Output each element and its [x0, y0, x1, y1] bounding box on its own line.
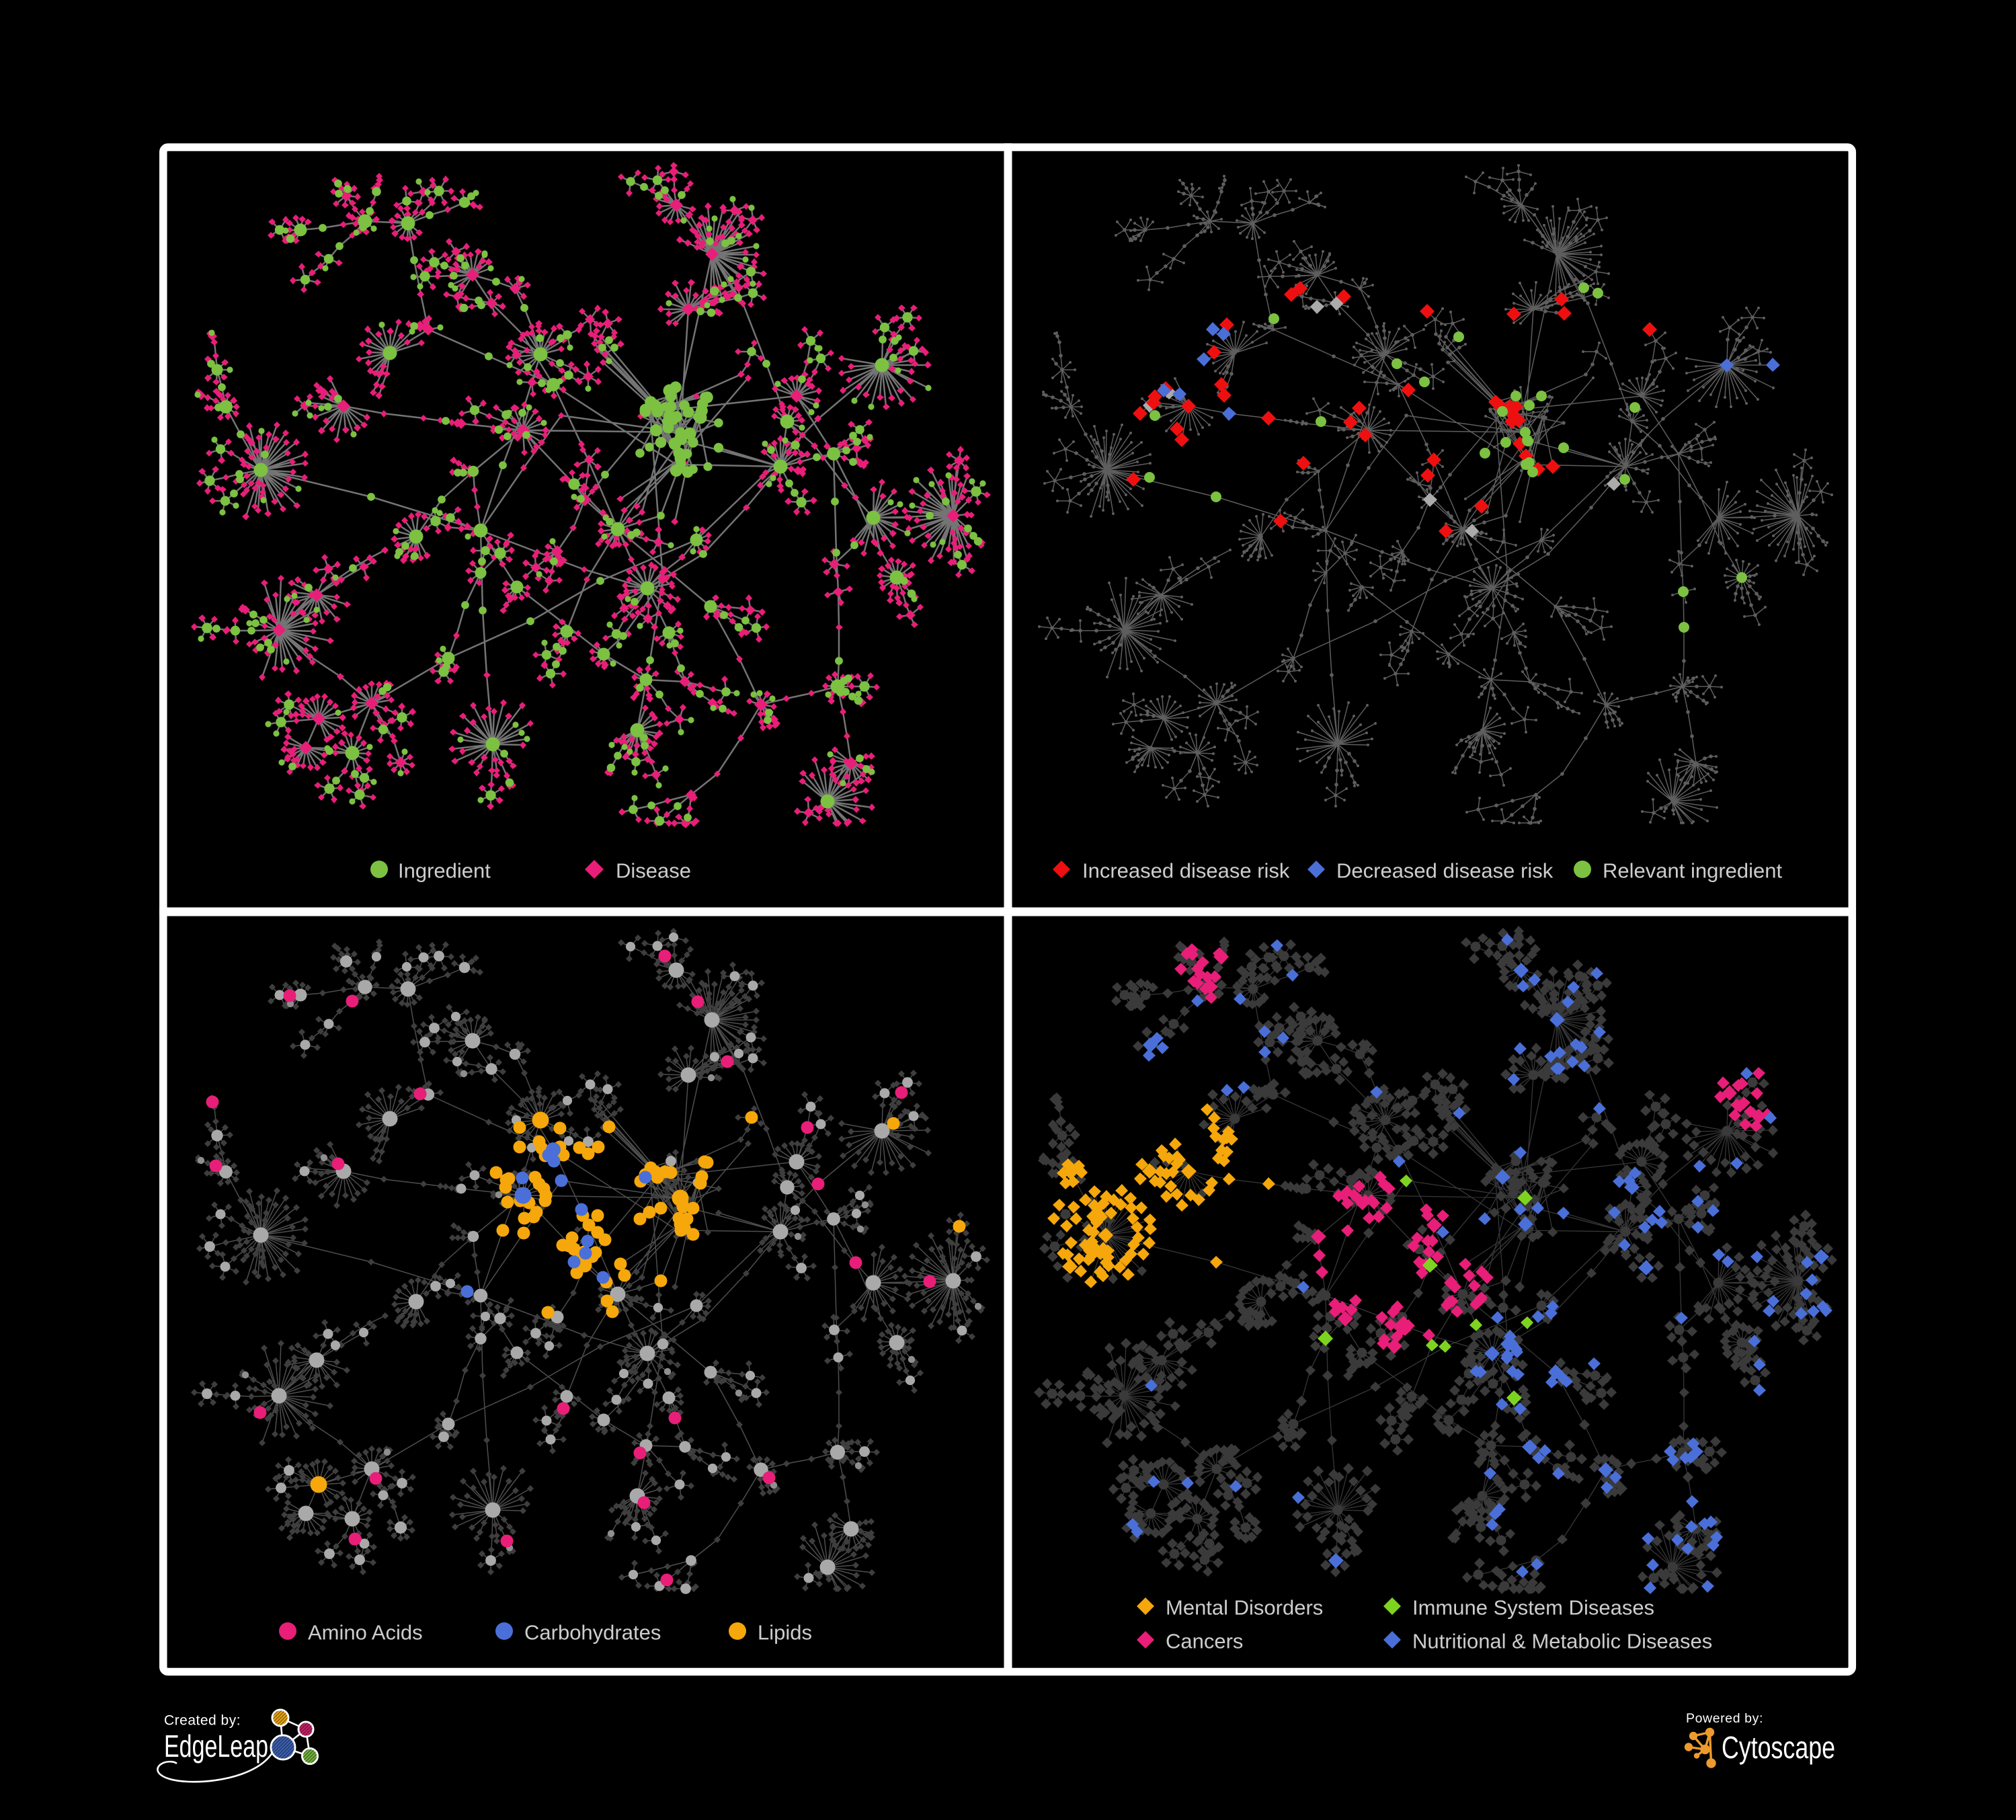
svg-text:Immune System Diseases: Immune System Diseases: [1412, 1596, 1654, 1620]
svg-text:Disease: Disease: [616, 859, 691, 883]
svg-text:Powered by:: Powered by:: [1686, 1711, 1763, 1726]
svg-text:Created by:: Created by:: [164, 1713, 241, 1729]
svg-text:Decreased disease risk: Decreased disease risk: [1336, 859, 1554, 883]
svg-text:EdgeLeap: EdgeLeap: [164, 1729, 268, 1764]
svg-text:Cytoscape: Cytoscape: [1722, 1730, 1835, 1765]
svg-text:Nutritional & Metabolic Diseas: Nutritional & Metabolic Diseases: [1412, 1630, 1712, 1653]
svg-text:Mental Disorders: Mental Disorders: [1166, 1596, 1323, 1620]
svg-text:Amino Acids: Amino Acids: [308, 1621, 423, 1645]
svg-text:Increased disease risk: Increased disease risk: [1082, 859, 1290, 883]
svg-text:Lipids: Lipids: [758, 1621, 812, 1645]
svg-text:Carbohydrates: Carbohydrates: [524, 1621, 661, 1645]
svg-text:Relevant ingredient: Relevant ingredient: [1603, 859, 1783, 883]
svg-text:Cancers: Cancers: [1166, 1630, 1243, 1653]
svg-text:Ingredient: Ingredient: [398, 859, 491, 883]
